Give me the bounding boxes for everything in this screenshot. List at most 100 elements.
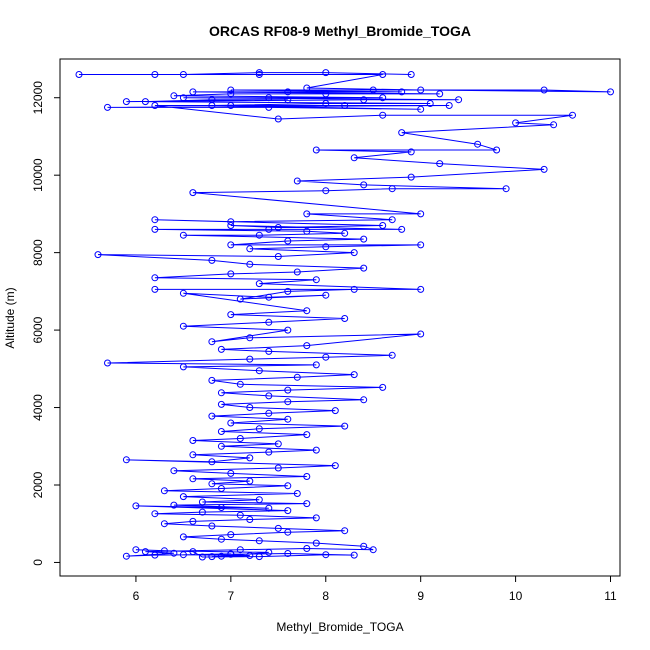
data-point [417, 210, 425, 218]
data-point [160, 487, 168, 495]
data-point [132, 546, 140, 554]
data-point [303, 545, 311, 552]
data-point [265, 293, 273, 301]
data-point [265, 409, 273, 417]
data-point [407, 173, 415, 181]
data-point [227, 241, 235, 249]
data-point [208, 338, 216, 346]
x-axis-label: Methyl_Bromide_TOGA [276, 620, 403, 634]
x-axis: 6 7 8 9 10 11 [133, 576, 617, 603]
data-point [227, 218, 235, 226]
data-point [189, 189, 197, 197]
data-point [350, 371, 358, 379]
data-point [274, 224, 282, 231]
data-point [227, 419, 235, 427]
data-point [104, 103, 111, 111]
data-point [255, 537, 263, 545]
y-tick-label: 10000 [31, 158, 45, 192]
data-point [303, 307, 311, 315]
data-point [360, 542, 368, 550]
data-point [151, 216, 159, 224]
data-point [455, 96, 463, 104]
data-point [227, 531, 235, 539]
data-point [179, 71, 187, 78]
data-point [217, 485, 225, 492]
y-tick-label: 6000 [31, 316, 45, 343]
data-point [369, 86, 377, 94]
data-point [312, 146, 320, 154]
data-point [284, 326, 292, 334]
data-point [312, 446, 320, 454]
y-axis: 0 2000 4000 6000 8000 10000 12000 [31, 81, 60, 566]
data-point [502, 185, 510, 193]
data-point [331, 462, 339, 470]
data-point [132, 502, 140, 510]
data-point [265, 392, 273, 400]
data-point [303, 227, 311, 235]
data-point [208, 412, 216, 420]
data-point [303, 84, 311, 92]
data-point [284, 287, 292, 295]
data-point [227, 550, 235, 558]
data-point [217, 552, 225, 560]
data-point [217, 504, 225, 511]
data-point [474, 140, 482, 148]
data-points [75, 69, 614, 561]
x-tick-label: 10 [509, 589, 523, 603]
data-point [122, 552, 130, 560]
data-point [94, 251, 102, 259]
data-point [417, 330, 425, 338]
data-point [189, 88, 197, 96]
data-point [350, 249, 358, 257]
data-point [417, 241, 425, 249]
data-point [104, 359, 111, 367]
y-tick-label: 2000 [31, 471, 45, 498]
data-point [255, 280, 263, 288]
data-point [379, 222, 387, 229]
data-point [426, 100, 434, 107]
plot-frame [59, 58, 621, 577]
data-point [122, 456, 130, 464]
data-point [255, 425, 263, 433]
data-point [160, 520, 168, 528]
data-point [141, 98, 149, 106]
x-tick-label: 9 [417, 589, 424, 603]
data-point [312, 514, 320, 522]
data-point [293, 268, 301, 276]
data-point [398, 225, 406, 233]
data-point [170, 549, 178, 557]
data-point [379, 71, 387, 78]
data-point [208, 480, 216, 488]
data-point [331, 407, 339, 415]
data-point [360, 96, 368, 104]
data-point [569, 111, 576, 119]
data-point [179, 363, 187, 371]
data-point [341, 229, 349, 237]
data-point [407, 148, 415, 156]
y-tick-label: 4000 [31, 394, 45, 421]
data-point [398, 129, 406, 137]
data-point [360, 235, 368, 243]
data-point [274, 253, 282, 260]
data-point [265, 448, 273, 456]
data-point [255, 231, 263, 239]
data-point [540, 86, 548, 94]
data-point [236, 295, 244, 303]
data-point [255, 367, 263, 375]
data-point [179, 231, 187, 239]
data-point [198, 508, 206, 516]
data-point [322, 291, 330, 299]
data-point [379, 383, 387, 391]
data-point [265, 504, 273, 512]
data-point [436, 160, 444, 168]
data-point [217, 400, 225, 408]
data-point [236, 380, 244, 388]
data-point [293, 490, 301, 497]
data-point [607, 88, 614, 96]
data-point [265, 94, 273, 102]
data-point [360, 181, 368, 189]
data-point [227, 270, 235, 278]
data-point [312, 361, 320, 369]
data-point [322, 353, 330, 361]
data-point [236, 511, 244, 519]
